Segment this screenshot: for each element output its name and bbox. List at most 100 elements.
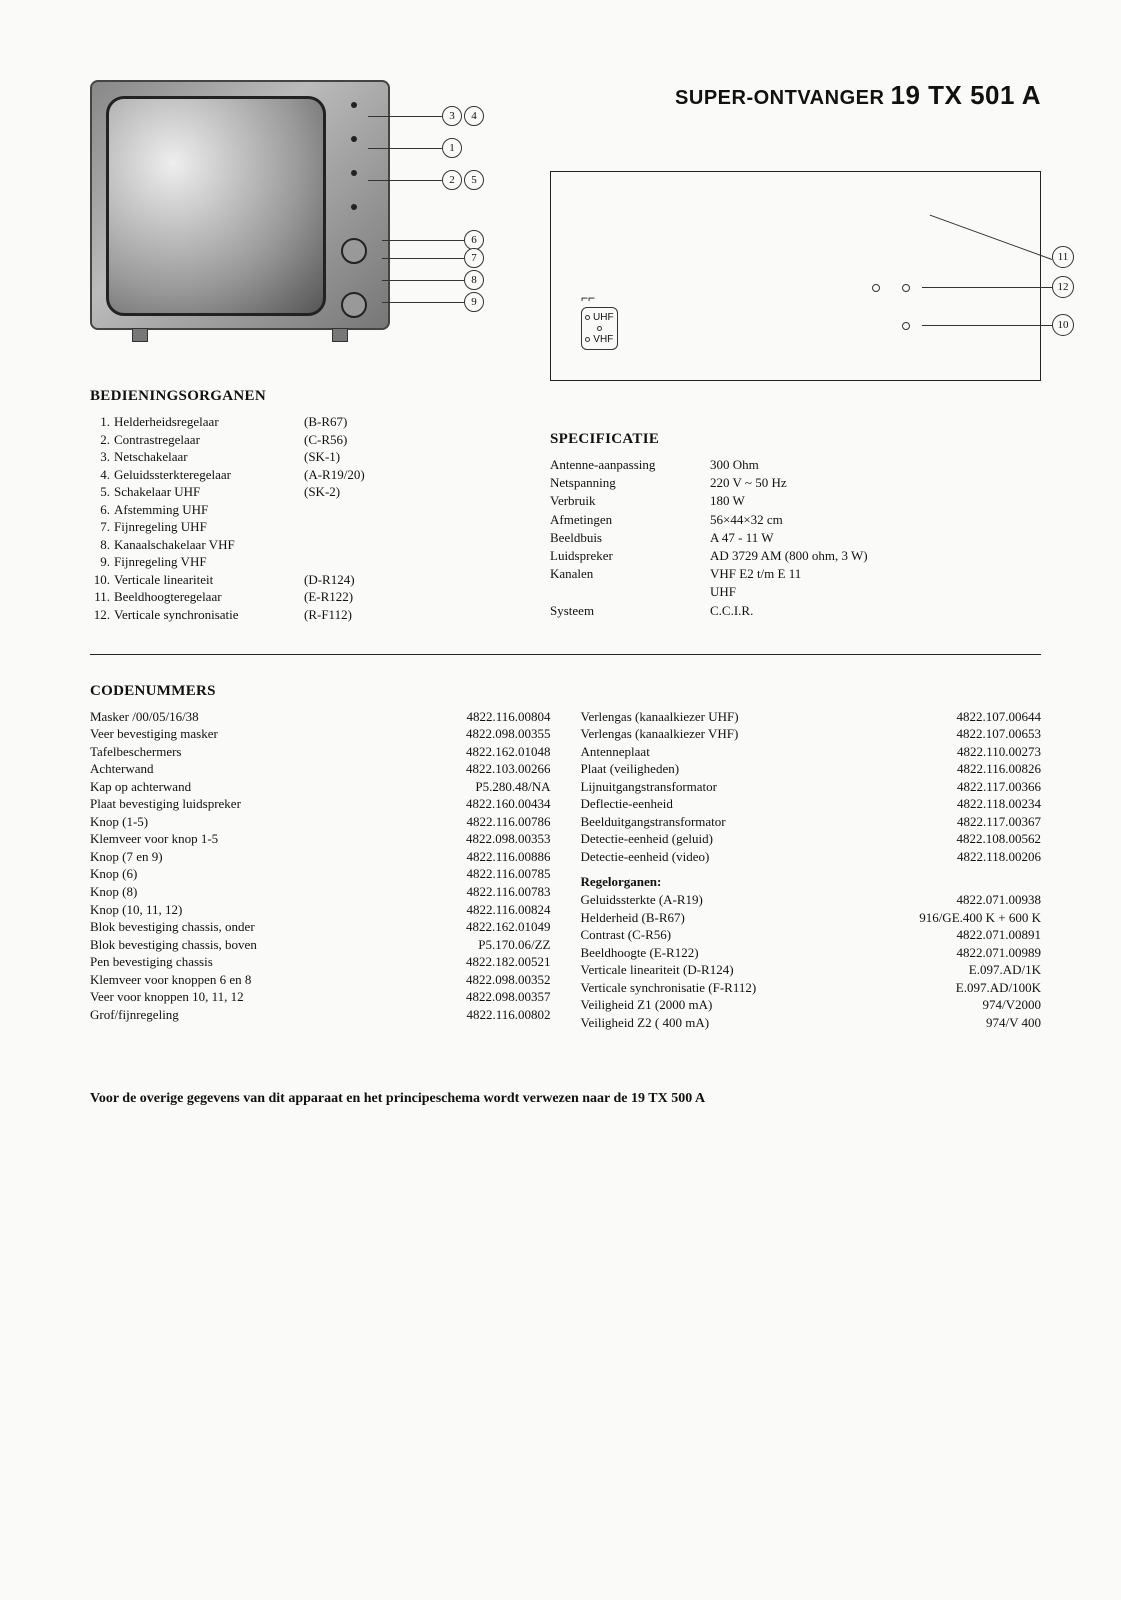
- title-model: 19 TX 501 A: [890, 80, 1041, 110]
- code-number: 4822.116.00804: [466, 708, 550, 726]
- spec-table: Antenne-aanpassing300 OhmNetspanning220 …: [550, 456, 1041, 620]
- control-label: Beeldhoogteregelaar: [114, 588, 304, 606]
- code-number: 4822.116.00824: [466, 901, 550, 919]
- control-num: 11.: [90, 588, 114, 606]
- spec-val: C.C.I.R.: [710, 602, 1041, 620]
- code-name: Detectie-eenheid (video): [581, 848, 710, 866]
- tv-body: [90, 80, 390, 330]
- code-row: Beelduitgangstransformator4822.117.00367: [581, 813, 1042, 831]
- code-number: 4822.160.00434: [466, 795, 551, 813]
- code-row: Verlengas (kanaalkiezer VHF) 4822.107.006…: [581, 725, 1042, 743]
- spec-key: Systeem: [550, 602, 710, 620]
- code-name: Plaat (veiligheden): [581, 760, 680, 778]
- code-number: 4822.071.00989: [957, 944, 1042, 962]
- control-num: 5.: [90, 483, 114, 501]
- top-grid: 3 4 1 2 5 6 7: [90, 80, 1041, 624]
- heading-controls: BEDIENINGSORGANEN: [90, 388, 510, 405]
- code-row: Grof/fijnregeling4822.116.00802: [90, 1006, 551, 1024]
- control-row: 7.Fijnregeling UHF: [90, 518, 510, 536]
- rear-callout-12: 12: [1052, 276, 1074, 298]
- code-name: Blok bevestiging chassis, onder: [90, 918, 255, 936]
- rear-callout-11: 11: [1052, 246, 1074, 268]
- code-row: Geluidssterkte (A-R19) 4822.071.00938: [581, 891, 1042, 909]
- code-row: Achterwand4822.103.00266: [90, 760, 551, 778]
- control-num: 7.: [90, 518, 114, 536]
- control-ref: (SK-2): [304, 483, 340, 501]
- code-number: 4822.116.00783: [466, 883, 550, 901]
- code-name: Klemveer voor knoppen 6 en 8: [90, 971, 251, 989]
- divider: [90, 654, 1041, 655]
- code-row: Knop (8)4822.116.00783: [90, 883, 551, 901]
- code-number: 4822.098.00355: [466, 725, 551, 743]
- code-name: Plaat bevestiging luidspreker: [90, 795, 241, 813]
- control-num: 2.: [90, 431, 114, 449]
- code-name: Tafelbeschermers: [90, 743, 181, 761]
- code-name: Geluidssterkte (A-R19): [581, 891, 703, 909]
- code-number: 4822.162.01048: [466, 743, 551, 761]
- code-name: Veer bevestiging masker: [90, 725, 218, 743]
- code-name: Klemveer voor knop 1-5: [90, 830, 218, 848]
- control-label: Contrastregelaar: [114, 431, 304, 449]
- rear-panel-diagram: ⌐⌐ UHF VHF 11 12 10: [550, 171, 1041, 381]
- code-number: 974/V 400: [986, 1014, 1041, 1032]
- callout-6: 6: [464, 230, 484, 250]
- control-row: 12.Verticale synchronisatie(R-F112): [90, 606, 510, 624]
- code-number: 974/V2000: [983, 996, 1042, 1014]
- control-num: 8.: [90, 536, 114, 554]
- control-label: Fijnregeling UHF: [114, 518, 304, 536]
- callout-2-5: 2 5: [442, 170, 484, 190]
- code-number: 4822.116.00785: [466, 865, 550, 883]
- codes-subhead: Regelorganen:: [581, 873, 1042, 891]
- code-row: Veer voor knoppen 10, 11, 124822.098.003…: [90, 988, 551, 1006]
- code-name: Beeldhoogte (E-R122): [581, 944, 699, 962]
- spec-key: Beeldbuis: [550, 529, 710, 547]
- control-label: Verticale synchronisatie: [114, 606, 304, 624]
- control-label: Kanaalschakelaar VHF: [114, 536, 304, 554]
- code-name: Kap op achterwand: [90, 778, 191, 796]
- control-num: 9.: [90, 553, 114, 571]
- footer-note: Voor de overige gegevens van dit apparaa…: [90, 1091, 1041, 1107]
- code-number: 4822.107.00653: [957, 725, 1042, 743]
- code-name: Helderheid (B-R67): [581, 909, 685, 927]
- code-number: 4822.118.00234: [957, 795, 1041, 813]
- code-number: 4822.098.00352: [466, 971, 551, 989]
- code-row: Knop (7 en 9)4822.116.00886: [90, 848, 551, 866]
- code-row: Antenneplaat4822.110.00273: [581, 743, 1042, 761]
- code-number: 4822.162.01049: [466, 918, 551, 936]
- code-name: Contrast (C-R56): [581, 926, 672, 944]
- code-name: Knop (6): [90, 865, 137, 883]
- code-name: Deflectie-eenheid: [581, 795, 673, 813]
- control-ref: (B-R67): [304, 413, 347, 431]
- code-name: Knop (10, 11, 12): [90, 901, 182, 919]
- code-row: Pen bevestiging chassis4822.182.00521: [90, 953, 551, 971]
- code-name: Veiligheid Z2 ( 400 mA): [581, 1014, 710, 1032]
- control-row: 5.Schakelaar UHF(SK-2): [90, 483, 510, 501]
- spec-row: UHF: [550, 583, 1041, 601]
- code-name: Verticale synchronisatie (F-R112): [581, 979, 757, 997]
- code-number: 4822.116.00826: [957, 760, 1041, 778]
- control-row: 9.Fijnregeling VHF: [90, 553, 510, 571]
- spec-val: 220 V ~ 50 Hz: [710, 474, 1041, 492]
- label-vhf: VHF: [593, 334, 613, 345]
- control-label: Schakelaar UHF: [114, 483, 304, 501]
- control-row: 11.Beeldhoogteregelaar(E-R122): [90, 588, 510, 606]
- code-row: Klemveer voor knoppen 6 en 8 4822.098.003…: [90, 971, 551, 989]
- control-label: Afstemming UHF: [114, 501, 304, 519]
- title-prefix: SUPER-ONTVANGER: [675, 87, 884, 109]
- heading-spec: SPECIFICATIE: [550, 431, 1041, 448]
- code-row: Tafelbeschermers 4822.162.01048: [90, 743, 551, 761]
- code-number: 4822.110.00273: [957, 743, 1041, 761]
- code-number: 4822.098.00357: [466, 988, 551, 1006]
- code-row: Knop (10, 11, 12) 4822.116.00824: [90, 901, 551, 919]
- code-row: Deflectie-eenheid 4822.118.00234: [581, 795, 1042, 813]
- control-row: 8.Kanaalschakelaar VHF: [90, 536, 510, 554]
- code-row: Detectie-eenheid (geluid)4822.108.00562: [581, 830, 1042, 848]
- code-number: 4822.107.00644: [957, 708, 1042, 726]
- code-number: 4822.117.00367: [957, 813, 1041, 831]
- code-row: Knop (6) 4822.116.00785: [90, 865, 551, 883]
- code-number: 4822.117.00366: [957, 778, 1041, 796]
- spec-row: Afmetingen56×44×32 cm: [550, 511, 1041, 529]
- code-name: Verlengas (kanaalkiezer VHF): [581, 725, 739, 743]
- code-number: 4822.071.00938: [957, 891, 1042, 909]
- control-ref: (SK-1): [304, 448, 340, 466]
